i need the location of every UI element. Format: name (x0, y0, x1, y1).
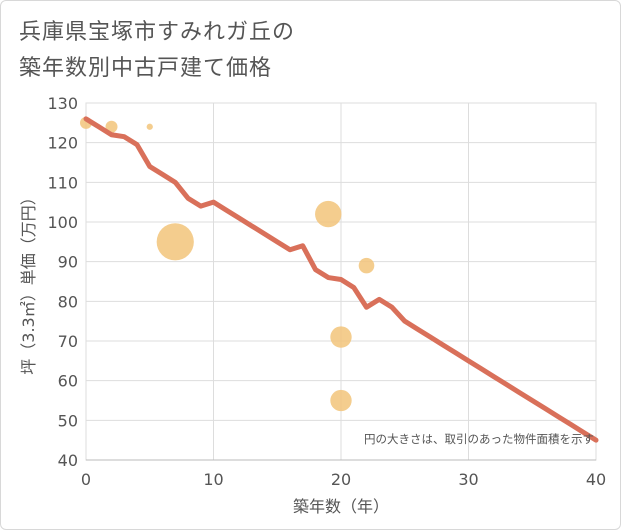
y-tick-label: 40 (58, 451, 78, 470)
x-tick-label: 0 (81, 470, 91, 489)
x-tick-label: 30 (458, 470, 478, 489)
bubble-layer (80, 116, 375, 412)
y-tick-label: 50 (58, 411, 78, 430)
chart-title-line-2: 築年数別中古戸建て価格 (19, 56, 273, 81)
x-tick-label: 40 (586, 470, 606, 489)
trend-layer (83, 116, 599, 443)
x-tick-label: 20 (331, 470, 351, 489)
data-bubble (156, 223, 194, 261)
data-bubble (105, 120, 118, 133)
y-tick-label: 80 (58, 292, 78, 311)
trend-line (83, 116, 599, 443)
chart-title: 兵庫県宝塚市すみれガ丘の 築年数別中古戸建て価格 (19, 15, 295, 87)
chart-title-line-1: 兵庫県宝塚市すみれガ丘の (19, 20, 296, 45)
y-tick-label: 90 (58, 253, 78, 272)
data-bubble (330, 326, 352, 348)
y-tick-label: 60 (58, 372, 78, 391)
y-tick-label: 110 (47, 173, 78, 192)
y-tick-label: 70 (58, 332, 78, 351)
y-tick-label: 120 (47, 134, 78, 153)
y-tick-label: 130 (47, 94, 78, 113)
data-bubble (358, 257, 375, 274)
data-bubble (146, 123, 153, 130)
x-axis-label: 築年数（年） (293, 497, 389, 516)
y-tick-label: 100 (47, 213, 78, 232)
chart-annotation: 円の大きさは、取引のあった物件面積を示す (364, 432, 594, 446)
data-bubble (330, 389, 352, 412)
x-tick-label: 10 (203, 470, 223, 489)
data-bubble (315, 200, 342, 228)
y-axis-label: 坪（3.3㎡）単価（万円） (19, 189, 38, 374)
axis-layer: 40 50 60 70 80 90 100 110 120 130 0 10 20 30 40 (47, 94, 606, 489)
